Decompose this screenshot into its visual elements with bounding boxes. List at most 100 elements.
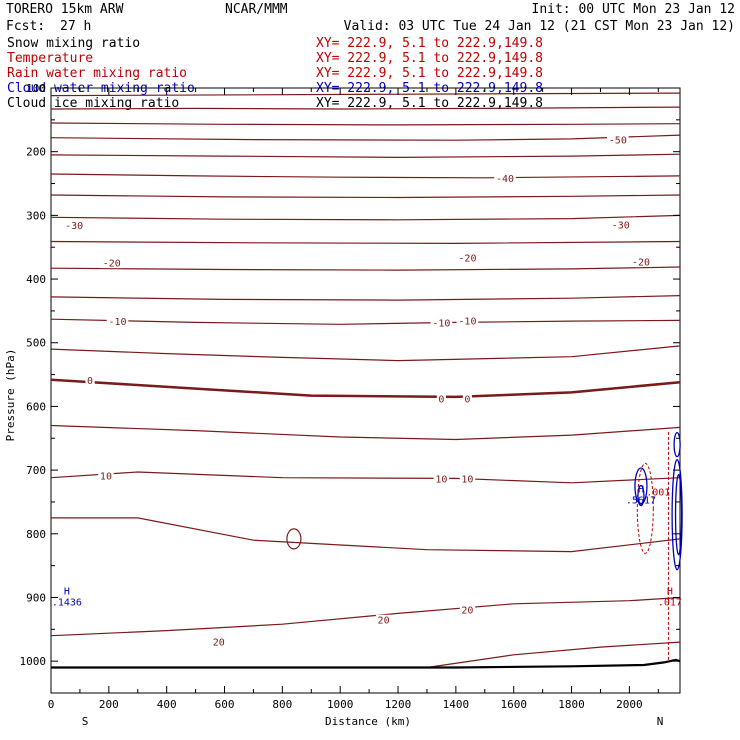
x-tick-label: 0 (48, 698, 55, 711)
legend-name: Cloud ice mixing ratio (7, 96, 179, 111)
contour-label-backing (436, 393, 447, 404)
contour-label: -10 (458, 317, 476, 328)
contour-label-backing (630, 256, 652, 267)
contour-label: -20 (103, 259, 121, 270)
legend-name: Rain water mixing ratio (7, 66, 187, 81)
extremum-marker: H (667, 586, 673, 597)
contour-label-backing (609, 219, 632, 230)
contour-label: -20 (458, 254, 476, 265)
y-tick-label: 800 (26, 528, 46, 541)
legend-name: Temperature (7, 51, 93, 66)
isotherm-line (50, 92, 681, 97)
x-tick-label: 600 (215, 698, 235, 711)
plot-frame (50, 87, 681, 694)
legend-xy: XY= 222.9, 5.1 to 222.9,149.8 (316, 51, 543, 66)
isotherm-line (50, 345, 681, 362)
isotherm-line (50, 173, 681, 179)
contour-label: 0 (87, 376, 93, 387)
x-tick-label: 400 (157, 698, 177, 711)
isotherm-line (50, 106, 681, 110)
valid-time: Valid: 03 UTC Tue 24 Jan 12 (21 CST Mon … (344, 19, 735, 34)
extremum-value: .017 (658, 597, 682, 608)
x-tick-label: 1200 (385, 698, 412, 711)
feature-layer (286, 431, 683, 662)
north-end-label: N (657, 715, 664, 728)
legend-xy: XY= 222.9, 5.1 to 222.9,149.8 (316, 36, 543, 51)
forecast-hours: 27 h (60, 19, 91, 34)
contour-label-backing (607, 135, 629, 146)
contour-label-backing (494, 173, 516, 184)
x-tick-label: 1400 (443, 698, 470, 711)
extremum-marker: H (638, 484, 644, 495)
contour-label: -10 (432, 318, 450, 329)
legend-name: Snow mixing ratio (7, 36, 140, 51)
contour-label: 0 (464, 394, 470, 405)
contour-label: 0 (438, 394, 444, 405)
cloud-water-contour (674, 474, 683, 556)
x-tick-label: 1000 (327, 698, 354, 711)
cloud-water-contour (634, 467, 648, 505)
y-tick-label: 300 (26, 209, 46, 222)
contour-label: 10 (100, 471, 112, 482)
isotherm-line (50, 471, 681, 484)
cloud-water-contour (673, 431, 681, 458)
y-tick-label: 1000 (20, 655, 47, 668)
contour-label-backing (98, 470, 114, 481)
x-tick-label: 200 (99, 698, 119, 711)
extremum-marker: H (64, 586, 70, 597)
contour-label: -40 (496, 174, 514, 185)
contour-label: -50 (609, 136, 627, 147)
isotherm-line (50, 134, 681, 141)
isotherm-line (50, 240, 681, 245)
x-tick-label: 2000 (616, 698, 643, 711)
x-tick-label: 1800 (558, 698, 585, 711)
extremum-value: .1436 (52, 597, 82, 608)
contour-label-backing (63, 220, 85, 231)
y-tick-label: 600 (26, 400, 46, 413)
isotherm-line (50, 153, 681, 159)
y-tick-label: 200 (26, 146, 46, 159)
isotherm-line (50, 214, 681, 221)
legend-xy: XY= 222.9, 5.1 to 222.9,149.8 (316, 66, 543, 81)
contour-label-layer: -50 -40 -30 -30 -20 -20 -20 -10 -10 -10 0 0 0 10 10 10 2… (52, 135, 682, 649)
extremum-value: .001 (646, 488, 670, 499)
contour-label: 10 (435, 475, 447, 486)
contour-label-backing (430, 317, 453, 328)
isotherm-line (50, 122, 681, 126)
isotherm-line (50, 295, 681, 301)
contour-label-backing (85, 375, 95, 386)
forecast-label: Fcst: (6, 19, 45, 34)
rain-water-contour (636, 462, 654, 554)
contour-label-backing (433, 474, 450, 485)
isotherm-line (50, 194, 681, 199)
contour-label: 10 (461, 475, 473, 486)
isotherm-line (51, 517, 681, 553)
contour-label: 20 (378, 615, 390, 626)
x-tick-label: 1600 (500, 698, 527, 711)
contour-label-backing (106, 316, 129, 327)
x-tick-label: 800 (272, 698, 292, 711)
y-tick-label: 100 (26, 82, 46, 95)
isotherm-line (50, 424, 681, 441)
isotherm-line (50, 318, 681, 325)
closed-isotherm (286, 528, 302, 550)
model-title: TORERO 15km ARW (6, 2, 124, 17)
y-tick-label: 500 (26, 337, 46, 350)
legend: Snow mixing ratio XY= 222.9, 5.1 to 222.… (7, 36, 543, 111)
contour-label: -20 (632, 257, 650, 268)
init-time: Init: 00 UTC Mon 23 Jan 12 (532, 2, 736, 17)
isotherm-layer (50, 92, 681, 669)
contour-label: -30 (612, 220, 630, 231)
contour-label-backing (456, 316, 479, 327)
y-tick-label: 900 (26, 591, 46, 604)
contour-label: -30 (65, 221, 83, 232)
isotherm-line (426, 641, 681, 669)
contour-label-backing (456, 253, 479, 264)
legend-xy: XY= 222.9, 5.1 to 222.9,149.8 (316, 96, 543, 111)
isotherm-line (50, 266, 681, 271)
y-tick-label: 700 (26, 464, 46, 477)
contour-label: 20 (461, 606, 473, 617)
contour-label-backing (459, 474, 476, 485)
